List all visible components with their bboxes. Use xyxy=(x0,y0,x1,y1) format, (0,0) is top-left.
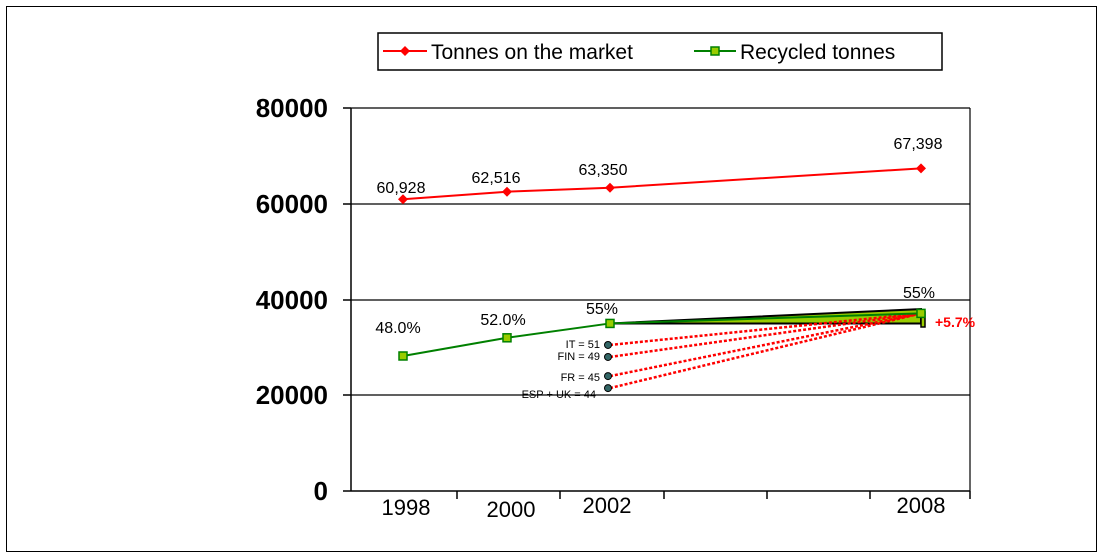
series-line-1 xyxy=(402,312,922,357)
y-tick-label: 20000 xyxy=(256,380,328,410)
y-tick-label: 40000 xyxy=(256,285,328,315)
legend-marker-recycled xyxy=(710,46,720,56)
data-labels: 60,928 62,516 63,350 67,398 48.0% 52.0% … xyxy=(375,136,942,337)
projection-line xyxy=(609,312,922,378)
country-projections xyxy=(604,312,922,393)
series-line-0 xyxy=(402,167,922,201)
axes xyxy=(343,107,971,499)
data-point-0-2002 xyxy=(605,182,615,193)
data-point-1-1998 xyxy=(398,351,408,361)
data-label-recycled-2000: 52.0% xyxy=(480,312,525,329)
data-label-recycled-2002: 55% xyxy=(586,301,618,318)
country-point xyxy=(604,340,612,349)
data-label-recycled-2008: 55% xyxy=(903,285,935,302)
data-point-0-2000 xyxy=(502,186,512,197)
country-point xyxy=(604,372,612,381)
country-label-esp-uk: ESP + UK = 44 xyxy=(522,389,596,401)
data-point-1-2000 xyxy=(502,333,512,343)
data-label-market-2002: 63,350 xyxy=(579,162,628,179)
legend-box xyxy=(377,32,943,71)
legend-label-market: Tonnes on the market xyxy=(431,41,633,64)
y-tick-labels: 0 20000 40000 60000 80000 xyxy=(256,93,328,506)
x-tick-label: 1998 xyxy=(382,495,431,520)
growth-label: +5.7% xyxy=(935,314,976,330)
country-labels: IT = 51 FIN = 49 FR = 45 ESP + UK = 44 xyxy=(522,339,600,401)
chart-frame xyxy=(6,6,1097,552)
x-tick-label: 2008 xyxy=(897,493,946,518)
legend: Tonnes on the market Recycled tonnes xyxy=(377,32,943,71)
country-point xyxy=(604,352,612,361)
country-point xyxy=(604,384,612,393)
data-label-recycled-1998: 48.0% xyxy=(375,320,420,337)
legend-label-recycled: Recycled tonnes xyxy=(740,41,895,64)
projection-line xyxy=(609,312,922,390)
x-tick-labels: 1998 2000 2002 2008 xyxy=(382,493,946,522)
y-tick-label: 0 xyxy=(314,476,328,506)
data-point-1-2002 xyxy=(605,318,615,329)
series-layer xyxy=(398,163,926,361)
data-point-0-1998 xyxy=(398,194,408,205)
data-point-1-2008 xyxy=(916,308,926,319)
data-label-market-2008: 67,398 xyxy=(894,136,943,153)
data-point-0-2008 xyxy=(916,163,926,174)
x-tick-label: 2002 xyxy=(583,493,632,518)
x-tick-label: 2000 xyxy=(487,497,536,522)
gridlines xyxy=(351,107,971,491)
country-label-it: IT = 51 xyxy=(566,339,600,351)
legend-marker-market xyxy=(400,46,410,56)
projection-line xyxy=(609,312,922,359)
data-label-market-2000: 62,516 xyxy=(472,170,521,187)
y-tick-label: 60000 xyxy=(256,189,328,219)
country-label-fin: FIN = 49 xyxy=(558,351,601,363)
data-label-market-1998: 60,928 xyxy=(377,180,426,197)
country-label-fr: FR = 45 xyxy=(561,372,600,384)
projection-line xyxy=(609,312,922,347)
y-tick-label: 80000 xyxy=(256,93,328,123)
